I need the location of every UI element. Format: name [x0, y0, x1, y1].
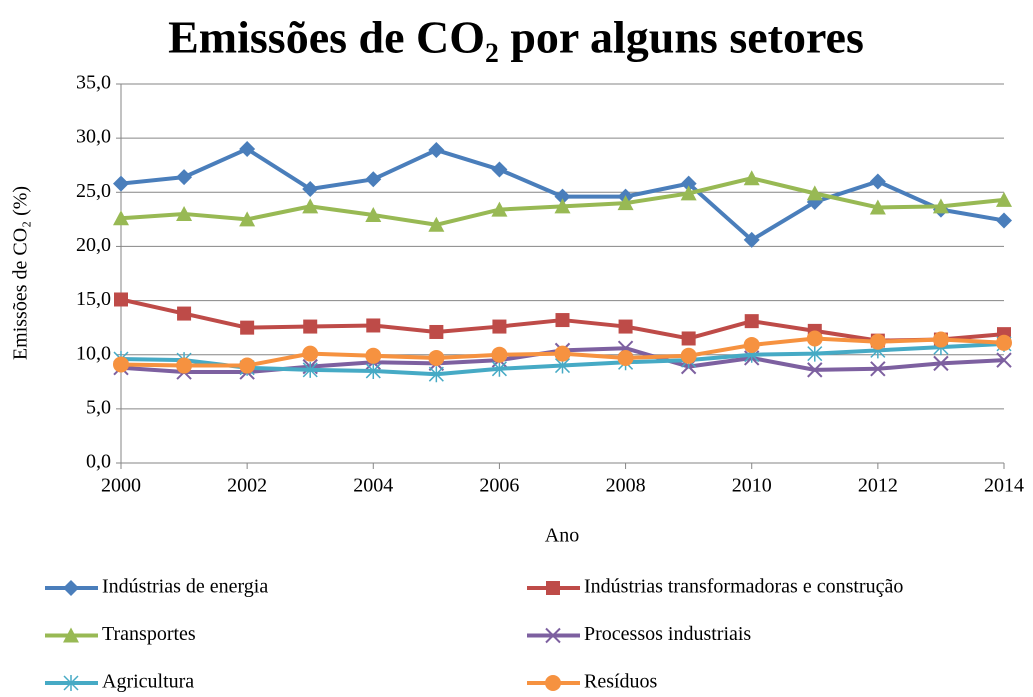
marker — [618, 319, 633, 334]
marker — [365, 207, 382, 223]
marker — [546, 581, 560, 595]
marker — [428, 366, 444, 383]
marker — [554, 345, 571, 362]
marker — [365, 171, 382, 188]
marker — [996, 334, 1012, 351]
marker — [302, 345, 319, 362]
marker — [680, 175, 697, 192]
marker — [743, 231, 760, 248]
marker — [240, 320, 255, 335]
y-tick-label: 5,0 — [86, 396, 111, 418]
marker — [428, 216, 445, 232]
marker — [176, 357, 193, 374]
marker — [996, 352, 1012, 368]
marker — [113, 356, 129, 373]
marker — [870, 361, 886, 377]
marker — [239, 211, 256, 227]
marker — [177, 306, 192, 321]
y-tick-label: 20,0 — [76, 234, 111, 256]
marker — [429, 324, 444, 339]
x-tick-label: 2000 — [101, 475, 141, 497]
marker — [176, 205, 193, 221]
marker — [113, 175, 129, 192]
x-tick-label: 2012 — [858, 475, 898, 497]
marker — [491, 161, 508, 178]
y-tick-label: 25,0 — [76, 180, 111, 202]
marker — [933, 355, 949, 372]
y-tick-label: 30,0 — [76, 126, 111, 148]
marker — [932, 198, 949, 214]
marker — [806, 185, 823, 201]
legend-label: Processos industriais — [584, 623, 751, 645]
marker — [428, 142, 445, 159]
marker — [491, 201, 508, 217]
marker — [869, 333, 886, 350]
marker — [744, 314, 759, 329]
legend-label: Resíduos — [584, 671, 658, 693]
legend-label: Indústrias transformadoras e construção — [584, 576, 903, 598]
x-tick-label: 2006 — [479, 475, 519, 497]
marker — [114, 292, 128, 307]
marker — [680, 347, 697, 364]
marker — [63, 675, 79, 691]
y-axis-title: Emissões de CO₂ (%) — [10, 186, 32, 360]
marker — [366, 318, 381, 333]
marker — [681, 331, 696, 346]
x-tick-label: 2014 — [984, 475, 1024, 497]
x-tick-label: 2008 — [606, 475, 646, 497]
marker — [428, 349, 445, 366]
marker — [545, 627, 561, 644]
legend-label: Indústrias de energia — [102, 576, 268, 598]
chart-title: Emissões de CO₂ por alguns setores — [168, 12, 864, 63]
marker — [239, 357, 256, 374]
marker — [869, 199, 886, 215]
marker — [63, 580, 79, 596]
marker — [617, 349, 634, 366]
marker — [303, 319, 318, 334]
y-tick-label: 15,0 — [76, 288, 111, 310]
marker — [932, 331, 949, 348]
marker — [365, 347, 382, 364]
marker — [680, 185, 697, 201]
legend-label: Agricultura — [102, 671, 194, 693]
marker — [807, 362, 823, 378]
marker — [807, 345, 823, 362]
marker — [302, 198, 319, 214]
marker — [555, 313, 570, 328]
marker — [554, 188, 571, 205]
marker — [239, 140, 256, 157]
marker — [176, 169, 193, 186]
marker — [491, 360, 507, 377]
x-tick-label: 2010 — [732, 475, 772, 497]
marker — [545, 675, 561, 691]
y-tick-label: 35,0 — [76, 72, 111, 94]
y-tick-label: 0,0 — [86, 451, 111, 473]
marker — [743, 170, 760, 186]
marker — [617, 195, 634, 211]
marker — [302, 181, 319, 198]
marker — [869, 173, 886, 190]
x-tick-label: 2002 — [227, 475, 267, 497]
marker — [365, 362, 381, 379]
marker — [302, 361, 318, 378]
legend-label: Transportes — [102, 623, 196, 645]
marker — [63, 627, 79, 643]
x-tick-label: 2004 — [353, 475, 393, 497]
x-axis-title: Ano — [545, 525, 579, 547]
marker — [996, 212, 1012, 229]
marker — [113, 210, 129, 226]
marker — [743, 336, 760, 353]
marker — [806, 330, 823, 347]
marker — [554, 198, 571, 214]
y-tick-label: 10,0 — [76, 342, 111, 364]
marker — [996, 191, 1012, 207]
marker — [491, 346, 508, 363]
marker — [492, 319, 507, 334]
